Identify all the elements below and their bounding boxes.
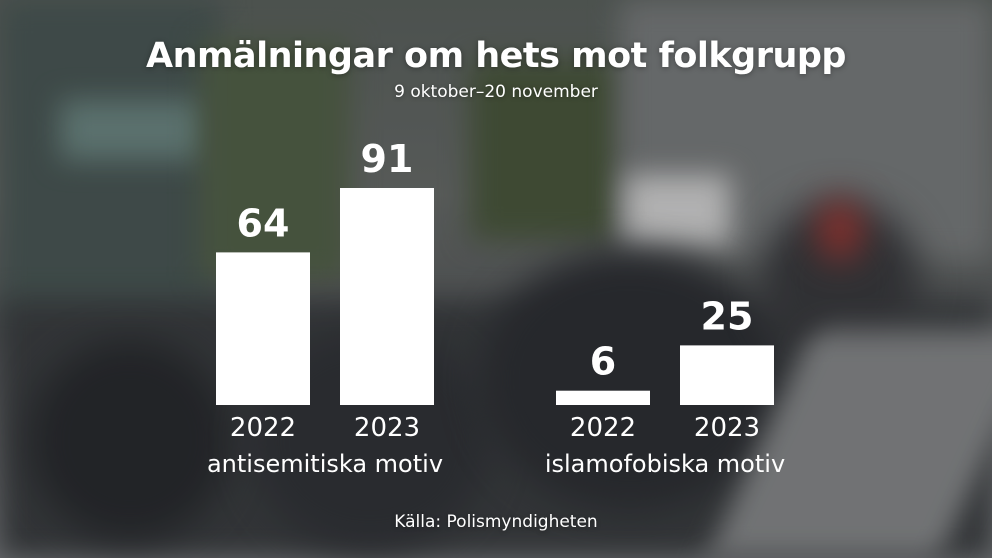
category-label: 2022 (230, 413, 296, 443)
bar (556, 390, 650, 405)
category-label: 2023 (354, 413, 420, 443)
group-label: antisemitiska motiv (207, 450, 443, 478)
bar-value-label: 6 (590, 340, 616, 384)
bar (340, 188, 434, 405)
category-label: 2022 (570, 413, 636, 443)
category-label: 2023 (694, 413, 760, 443)
bar (680, 345, 774, 405)
bar (216, 252, 310, 405)
bar-value-label: 64 (237, 201, 290, 245)
chart-title: Anmälningar om hets mot folkgrupp (146, 36, 846, 76)
bar-value-label: 91 (361, 137, 414, 181)
chart-subtitle: 9 oktober–20 november (394, 82, 598, 102)
group-label: islamofobiska motiv (545, 450, 785, 478)
bar-value-label: 25 (701, 294, 754, 338)
source-note: Källa: Polismyndigheten (394, 512, 598, 532)
